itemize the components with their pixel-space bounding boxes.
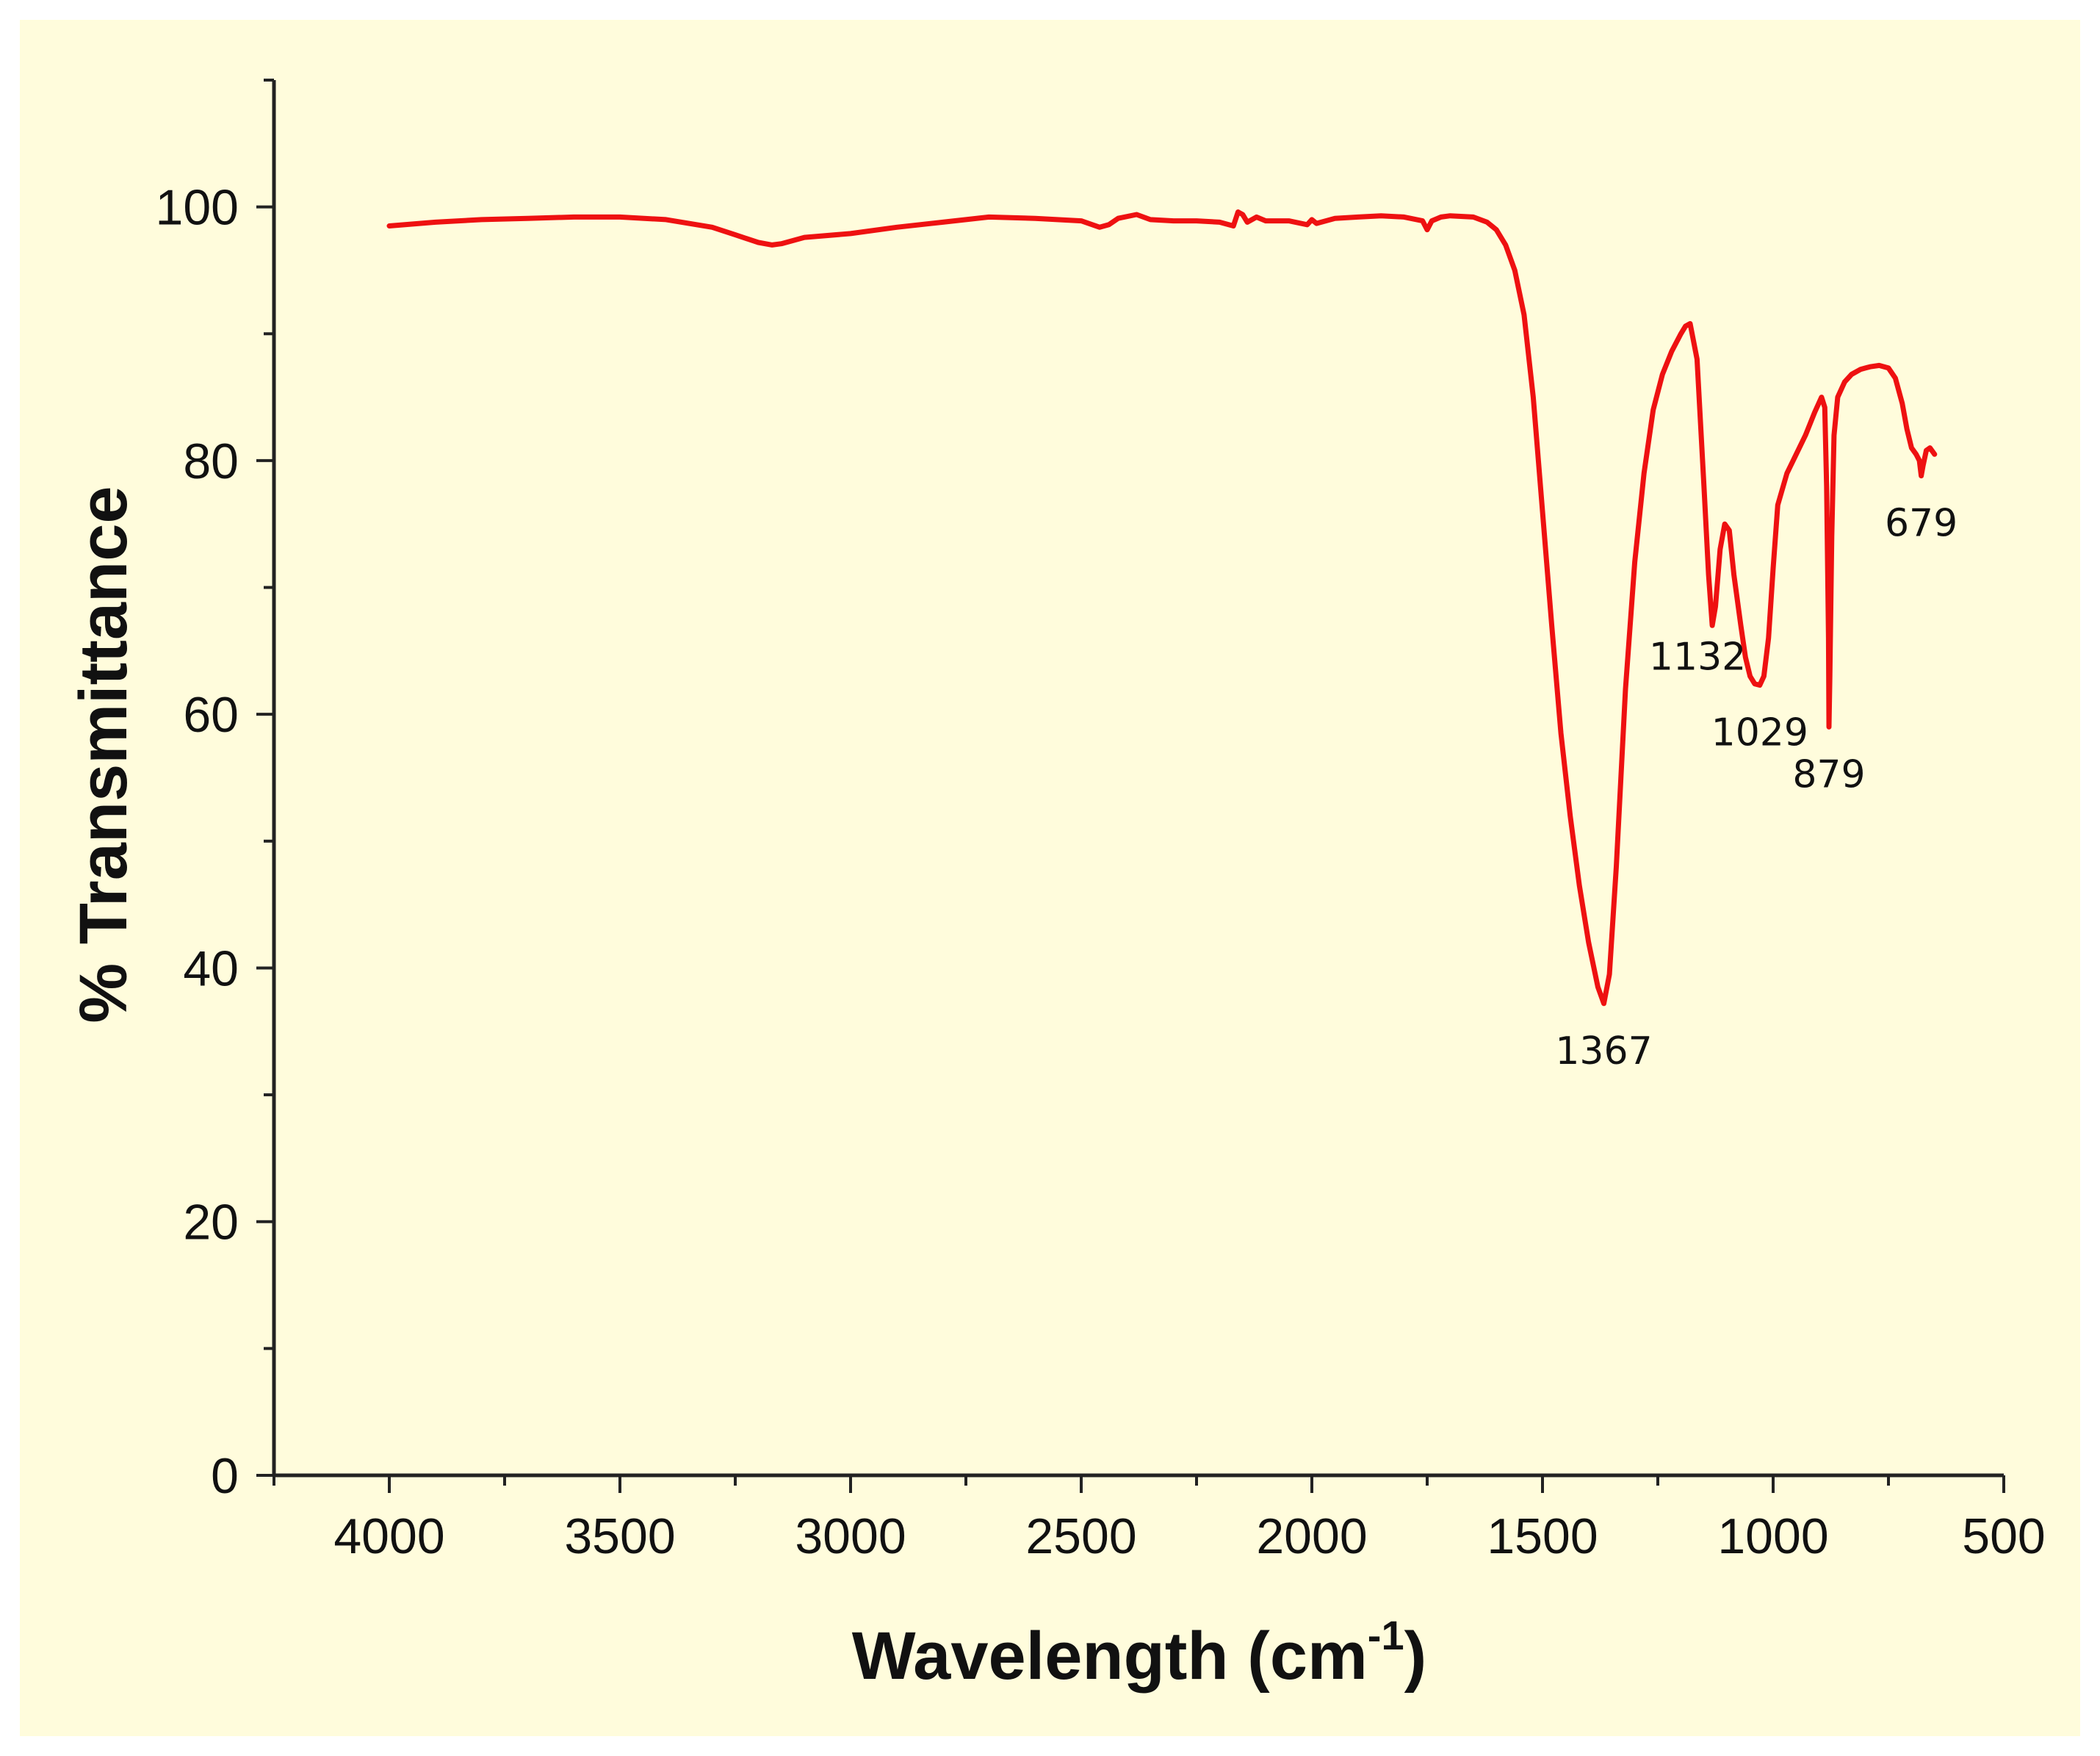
y-tick-label: 80 — [183, 433, 239, 489]
peak-label: 679 — [1885, 502, 1958, 546]
axes: 0 20 40 60 80 100 4000 3500 3000 2500 2000 1500 1000… — [156, 79, 2046, 1564]
x-tick-label: 2500 — [1025, 1508, 1136, 1564]
ftir-chart: 0 20 40 60 80 100 4000 3500 3000 2500 2000 1500 1000… — [66, 79, 2046, 1694]
series-layer — [386, 209, 1938, 1007]
x-tick-label: 1000 — [1717, 1508, 1828, 1564]
peak-label: 1029 — [1711, 710, 1808, 755]
y-tick-label: 100 — [156, 180, 239, 236]
y-tick-label: 60 — [183, 687, 239, 743]
x-axis-title-sup: -1 — [1368, 1612, 1404, 1658]
x-tick-label: 3000 — [795, 1508, 906, 1564]
y-tick-label: 20 — [183, 1195, 239, 1251]
x-tick-label: 1500 — [1487, 1508, 1598, 1564]
chart-panel: 0 20 40 60 80 100 4000 3500 3000 2500 2000 1500 1000… — [20, 20, 2080, 1736]
peak-label: 1367 — [1555, 1029, 1652, 1073]
x-tick-label: 4000 — [333, 1508, 444, 1564]
x-axis-title-close: ) — [1404, 1619, 1427, 1694]
y-tick-label: 0 — [211, 1448, 239, 1504]
spectrum-line — [386, 209, 1938, 1007]
peak-label: 1132 — [1649, 635, 1746, 679]
y-tick-label: 40 — [183, 940, 239, 996]
x-axis-title-main: Wavelength (cm — [852, 1619, 1368, 1694]
y-axis-title: % Transmittance — [66, 486, 141, 1023]
x-tick-label: 2000 — [1256, 1508, 1367, 1564]
peak-label: 879 — [1792, 752, 1865, 796]
x-tick-label: 3500 — [564, 1508, 675, 1564]
x-tick-label: 500 — [1962, 1508, 2045, 1564]
x-axis-title: Wavelength (cm-1) — [852, 1612, 1426, 1694]
